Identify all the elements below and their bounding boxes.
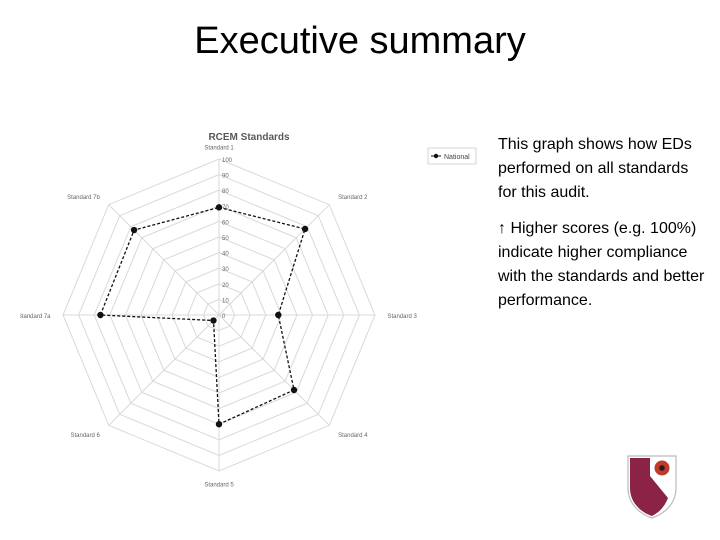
chart-title: RCEM Standards (208, 132, 290, 143)
tick-label: 20 (222, 283, 229, 289)
tick-label: 80 (222, 189, 229, 195)
data-point (290, 386, 298, 394)
axis-label: Standard 4 (338, 433, 368, 439)
grid-spoke (108, 204, 220, 316)
grid-spoke (218, 204, 330, 316)
description-text-2: ↑ Higher scores (e.g. 100%) indicate hig… (498, 220, 705, 309)
data-point (130, 226, 138, 234)
grid-spoke (218, 314, 330, 426)
axis-label: Standard 7b (67, 195, 100, 201)
grid-spoke (108, 314, 220, 426)
radar-chart: RCEM Standards 0 10 20 30 40 50 60 70 80 90 100 Stan… (20, 120, 490, 500)
tick-label: 0 (222, 314, 226, 320)
tick-label: 100 (222, 158, 233, 164)
tick-label: 10 (222, 298, 229, 304)
tick-label: 30 (222, 267, 229, 273)
data-point (275, 311, 282, 319)
radar-chart-svg: RCEM Standards 0 10 20 30 40 50 60 70 80 90 100 Stan… (20, 132, 477, 488)
legend-marker (433, 153, 439, 159)
series-line (99, 206, 306, 426)
axis-label: Standard 3 (387, 314, 417, 320)
axis-label: Standard 2 (338, 195, 368, 201)
axis-label: Standard 1 (204, 146, 234, 152)
legend-label: National (444, 154, 470, 161)
data-point (301, 225, 309, 233)
data-point (215, 204, 223, 211)
axis-label: Standard 6 (71, 433, 101, 439)
data-point (215, 421, 223, 428)
description-text-1: This graph shows how EDs performed on al… (498, 136, 692, 201)
data-point (97, 311, 104, 319)
axis-label: Standard 7a (20, 314, 51, 320)
data-point (210, 317, 217, 324)
tick-label: 90 (222, 174, 229, 180)
axis-label: Standard 5 (204, 482, 234, 488)
description-panel: This graph shows how EDs performed on al… (498, 133, 708, 325)
crest-logo (624, 452, 680, 520)
tick-label: 40 (222, 252, 229, 258)
legend-box (427, 147, 477, 165)
tick-label: 60 (222, 220, 229, 226)
tick-label: 50 (222, 236, 229, 242)
slide-title: Executive summary (194, 20, 526, 62)
tick-label: 70 (222, 205, 229, 211)
crest-icon (627, 455, 677, 519)
